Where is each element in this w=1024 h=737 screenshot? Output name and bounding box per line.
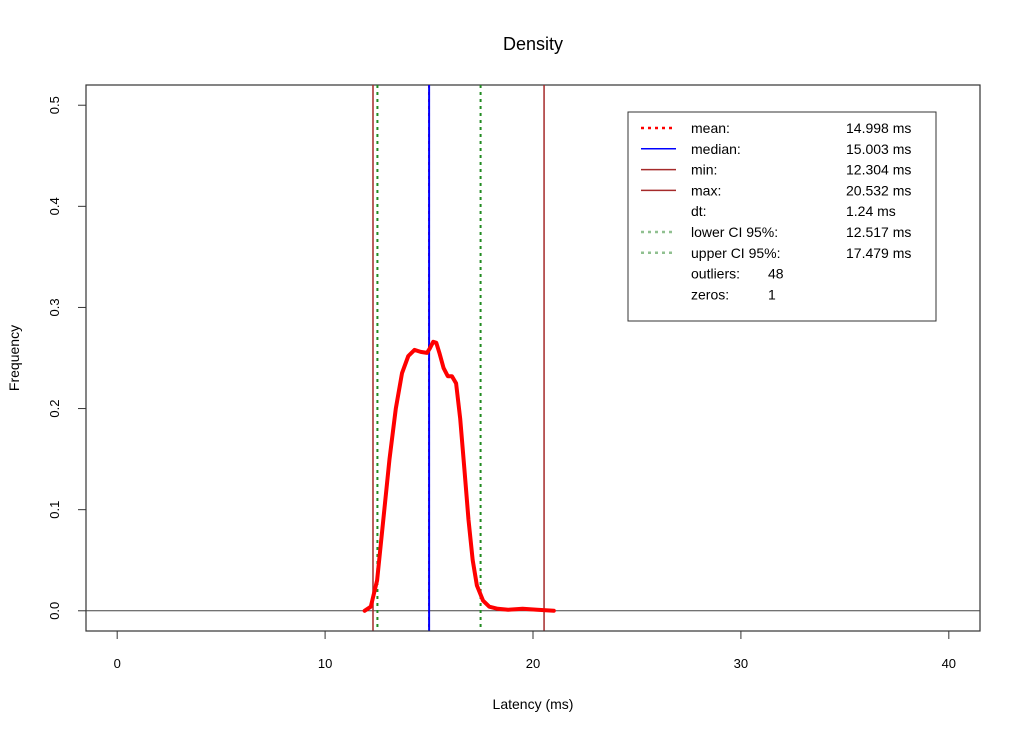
legend-label: median: bbox=[691, 141, 741, 157]
legend-label: zeros: bbox=[691, 286, 729, 302]
legend-box bbox=[627, 111, 937, 322]
x-tick-label: 20 bbox=[526, 656, 540, 671]
legend-entry: lower CI 95%: 12.517 ms bbox=[641, 224, 911, 240]
legend-value: 20.532 ms bbox=[846, 182, 911, 198]
legend: mean: 14.998 ms median: 15.003 ms min: 12.304… bbox=[627, 111, 937, 322]
legend-value: 12.517 ms bbox=[846, 224, 911, 240]
x-tick-label: 10 bbox=[318, 656, 332, 671]
legend-value: 14.998 ms bbox=[846, 120, 911, 136]
y-axis: 0.0 0.1 0.2 0.3 0.4 0.5 bbox=[47, 96, 87, 620]
y-tick-label: 0.5 bbox=[47, 96, 62, 114]
legend-label: upper CI 95%: bbox=[691, 245, 781, 261]
legend-value: 1 bbox=[768, 286, 776, 302]
legend-label: outliers: bbox=[691, 266, 740, 282]
legend-entry: outliers: 48 bbox=[691, 266, 784, 282]
y-tick-label: 0.4 bbox=[47, 197, 62, 215]
legend-label: max: bbox=[691, 182, 721, 198]
legend-label: min: bbox=[691, 162, 717, 178]
x-tick-label: 0 bbox=[114, 656, 121, 671]
x-axis-label: Latency (ms) bbox=[493, 696, 574, 712]
x-axis: 0 10 20 30 40 bbox=[114, 630, 956, 671]
legend-entry: upper CI 95%: 17.479 ms bbox=[641, 245, 911, 261]
legend-value: 12.304 ms bbox=[846, 162, 911, 178]
legend-value: 48 bbox=[768, 266, 784, 282]
reference-lines bbox=[86, 85, 980, 631]
y-tick-label: 0.2 bbox=[47, 400, 62, 418]
y-tick-label: 0.0 bbox=[47, 602, 62, 620]
y-tick-label: 0.3 bbox=[47, 298, 62, 316]
legend-label: mean: bbox=[691, 120, 730, 136]
x-tick-label: 30 bbox=[734, 656, 748, 671]
legend-label: dt: bbox=[691, 203, 707, 219]
y-tick-label: 0.1 bbox=[47, 501, 62, 519]
legend-entry: median: 15.003 ms bbox=[641, 141, 911, 157]
legend-value: 1.24 ms bbox=[846, 203, 896, 219]
chart-title: Density bbox=[503, 34, 563, 54]
legend-entry: mean: 14.998 ms bbox=[641, 120, 911, 136]
density-series bbox=[362, 339, 556, 613]
legend-label: lower CI 95%: bbox=[691, 224, 778, 240]
legend-entry: max: 20.532 ms bbox=[641, 182, 911, 198]
x-tick-label: 40 bbox=[942, 656, 956, 671]
legend-entry: dt: 1.24 ms bbox=[691, 203, 896, 219]
legend-value: 15.003 ms bbox=[846, 141, 911, 157]
legend-entry: min: 12.304 ms bbox=[641, 162, 911, 178]
legend-entry: zeros: 1 bbox=[691, 286, 776, 302]
y-axis-label: Frequency bbox=[6, 325, 22, 391]
legend-value: 17.479 ms bbox=[846, 245, 911, 261]
density-line bbox=[362, 339, 556, 613]
